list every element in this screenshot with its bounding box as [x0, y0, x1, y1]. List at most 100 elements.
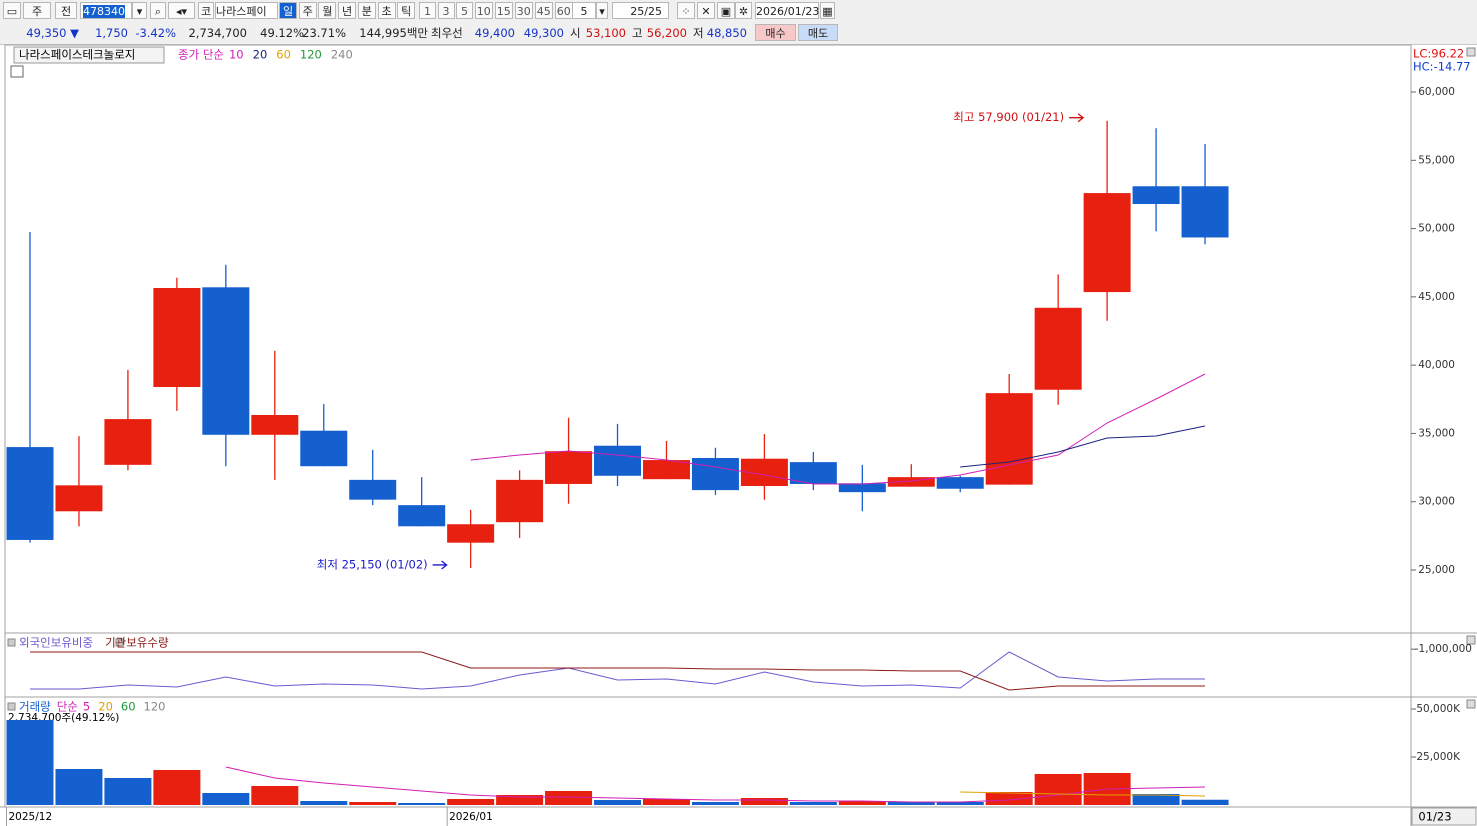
period-button[interactable]: 년 [338, 2, 357, 19]
volume-bar [985, 791, 1033, 805]
cursor-date-box [1411, 807, 1477, 826]
sound-button[interactable]: ◂▾ [168, 2, 195, 19]
indicator-line [960, 425, 1206, 468]
panel-button[interactable] [1466, 635, 1476, 645]
code-input[interactable]: 478340 [80, 2, 132, 19]
mode-button[interactable]: 전 [55, 2, 77, 19]
volume-bar [1181, 799, 1229, 805]
period-button[interactable]: 일 [279, 2, 297, 19]
candle-body [251, 414, 299, 435]
buy-button[interactable]: 매수 [755, 24, 796, 41]
volume-bar [496, 795, 544, 805]
candle-body [6, 447, 54, 540]
y-tick-label: -1,000,000 [1415, 643, 1472, 655]
indicator-value: LC:96.22 [1413, 47, 1464, 61]
code: 478340 [83, 5, 125, 18]
legend-entry: 60 [121, 700, 136, 714]
period-button[interactable]: 분 [357, 2, 376, 19]
candle-body [398, 505, 446, 527]
legend-entry: 종가 단순 [178, 48, 224, 62]
grid-icon[interactable] [10, 65, 24, 78]
amount: 144,995백만 [359, 26, 428, 40]
minute-button[interactable]: 30 [514, 2, 533, 19]
save-icon[interactable]: ▣ [717, 2, 735, 19]
candle-body [1181, 186, 1229, 238]
panel-button[interactable] [1466, 47, 1476, 57]
legend-icon [7, 702, 16, 711]
low-label: 저 [693, 26, 704, 40]
minute-button[interactable]: 45 [534, 2, 553, 19]
volume-bar [300, 801, 348, 805]
panel-button[interactable] [1466, 699, 1476, 709]
period-button[interactable]: 월 [318, 2, 337, 19]
candle-body [642, 460, 690, 480]
candle-body [936, 477, 984, 489]
annotation-arrow [1069, 113, 1085, 123]
y-tick-label: 50,000 [1418, 223, 1455, 235]
low: 48,850 [706, 26, 747, 40]
candle-body [202, 287, 250, 435]
candle-body [545, 451, 593, 484]
toolbar: ▭ 주 전 478340 ▾ ⌕ ◂▾ 코 나라스페이 5 ▾ 25/25 ⁘ … [0, 0, 1477, 23]
indicator-value: HC:-14.77 [1413, 60, 1471, 74]
candle-body [496, 479, 544, 523]
volume-bar [1132, 793, 1180, 805]
code-dropdown[interactable]: ▾ [132, 2, 147, 19]
volume-bar [789, 802, 837, 805]
candle-body [55, 485, 103, 512]
ask: 49,400 [474, 26, 515, 40]
volume-bar [642, 798, 690, 805]
legend-entry: 120 [300, 48, 322, 62]
period-button[interactable]: 틱 [397, 2, 416, 19]
minute-button[interactable]: 1 [419, 2, 436, 19]
annotation: 최고 57,900 (01/21) [953, 110, 1064, 124]
y-tick-label: 30,000 [1418, 496, 1455, 508]
cursor-date: 01/23 [1418, 810, 1451, 824]
minute-button[interactable]: 15 [494, 2, 513, 19]
view-select[interactable]: 주 [23, 2, 51, 19]
legend-entry: 20 [98, 700, 113, 714]
minute-button[interactable]: 60 [554, 2, 573, 19]
candle-body [1083, 193, 1131, 293]
y-tick-label: 25,000K [1416, 751, 1461, 763]
stock-name[interactable]: 나라스페이 [215, 2, 278, 19]
open-label: 시 [570, 26, 581, 40]
menu-icon[interactable]: ▭ [3, 2, 21, 19]
rate: -3.42% [135, 26, 176, 40]
minute-button[interactable]: 3 [437, 2, 455, 19]
sell-button[interactable]: 매도 [798, 24, 838, 41]
period-button[interactable]: 주 [298, 2, 317, 19]
period-button[interactable]: 초 [377, 2, 396, 19]
legend-entry: 10 [229, 48, 244, 62]
date-input[interactable]: 2026/01/23 [755, 2, 819, 19]
candle-body [789, 462, 837, 484]
calendar-icon[interactable]: ▦ [820, 2, 835, 19]
candle-body [887, 477, 935, 487]
y-tick-label: 40,000 [1418, 359, 1455, 371]
candle-body [104, 419, 152, 465]
legend-entry: 5 [83, 700, 90, 714]
y-tick-label: 55,000 [1418, 154, 1455, 166]
price: 49,350 ▼ [26, 26, 79, 40]
minute-button[interactable]: 5 [456, 2, 473, 19]
tool-icon[interactable]: ✕ [697, 2, 715, 19]
settings-icon[interactable]: ✲ [735, 2, 752, 19]
tool-icon[interactable]: ⁘ [677, 2, 695, 19]
volume-bar [447, 798, 495, 805]
y-tick-label: 35,000 [1418, 427, 1455, 439]
minute-button[interactable]: 10 [474, 2, 493, 19]
candle-body [300, 430, 348, 467]
high-label: 고 [632, 26, 643, 40]
search-button[interactable]: ⌕ [150, 2, 166, 19]
indicator-line [225, 766, 1206, 803]
x-tick-label: 2025/12 [9, 811, 53, 823]
count-dropdown[interactable]: ▾ [596, 2, 608, 19]
market-label: 코 [198, 2, 214, 19]
volume-bar [838, 801, 886, 805]
volume-bar [251, 785, 299, 805]
volume-bar [691, 802, 739, 805]
legend-entry: 20 [253, 48, 268, 62]
legend-icon [115, 638, 124, 647]
candle-body [594, 445, 642, 476]
